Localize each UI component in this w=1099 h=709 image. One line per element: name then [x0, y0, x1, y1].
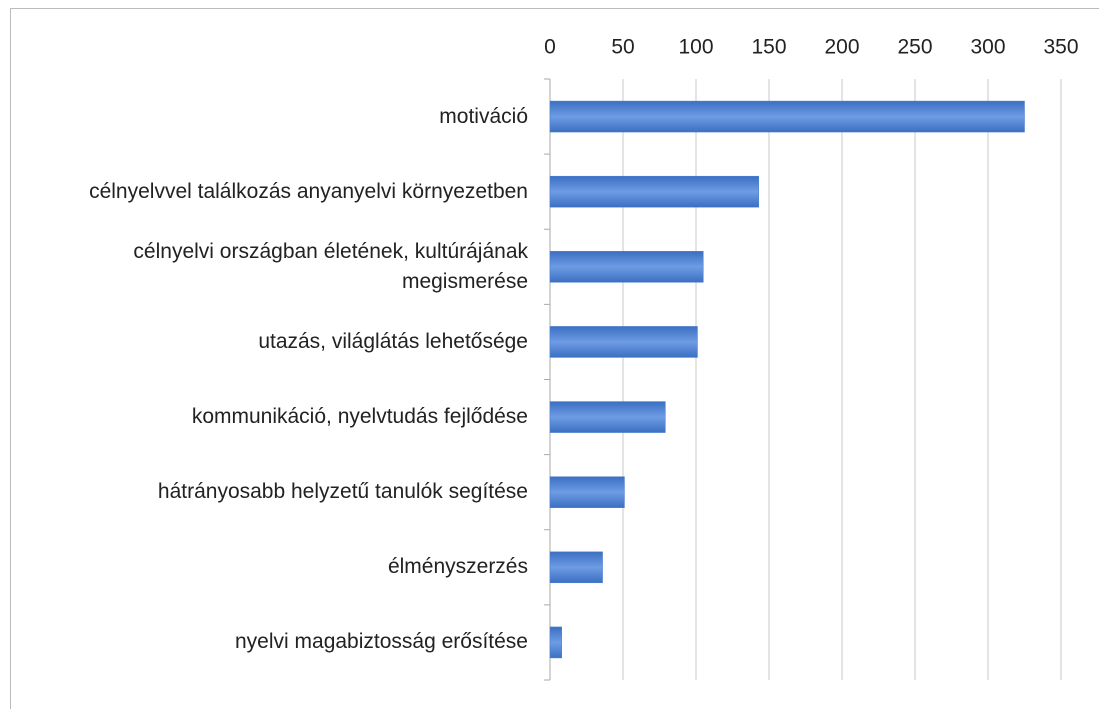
y-tick-label: hátrányosabb helyzetű tanulók segítése [157, 480, 528, 504]
x-tick-label: 150 [751, 36, 786, 59]
bar [549, 626, 562, 659]
bar [549, 100, 1025, 133]
x-tick-label: 200 [824, 36, 859, 59]
y-tick-label: motiváció [439, 104, 528, 128]
y-tick-label: kommunikáció, nyelvtudás fejlődése [191, 405, 528, 429]
x-tick-label: 50 [611, 36, 634, 59]
x-tick-label: 300 [970, 36, 1005, 59]
y-tick-label: nyelvi magabiztosság erősítése [235, 630, 528, 654]
bar [549, 551, 603, 584]
bar [549, 476, 625, 508]
bar [549, 326, 698, 358]
bar [549, 251, 704, 283]
y-tick-label: célnyelvvel találkozás anyanyelvi környe… [89, 179, 528, 203]
bar [549, 175, 760, 208]
x-tick-label: 250 [897, 36, 932, 59]
y-tick-label: célnyelvi országban életének, kultúráján… [133, 239, 528, 293]
x-tick-label: 350 [1043, 36, 1078, 59]
bar [549, 401, 666, 433]
x-tick-label: 100 [678, 36, 713, 59]
y-tick-label: utazás, világlátás lehetősége [258, 329, 528, 353]
frame [10, 8, 1099, 709]
x-tick-label: 0 [544, 36, 556, 59]
y-tick-label: élményszerzés [387, 555, 528, 579]
